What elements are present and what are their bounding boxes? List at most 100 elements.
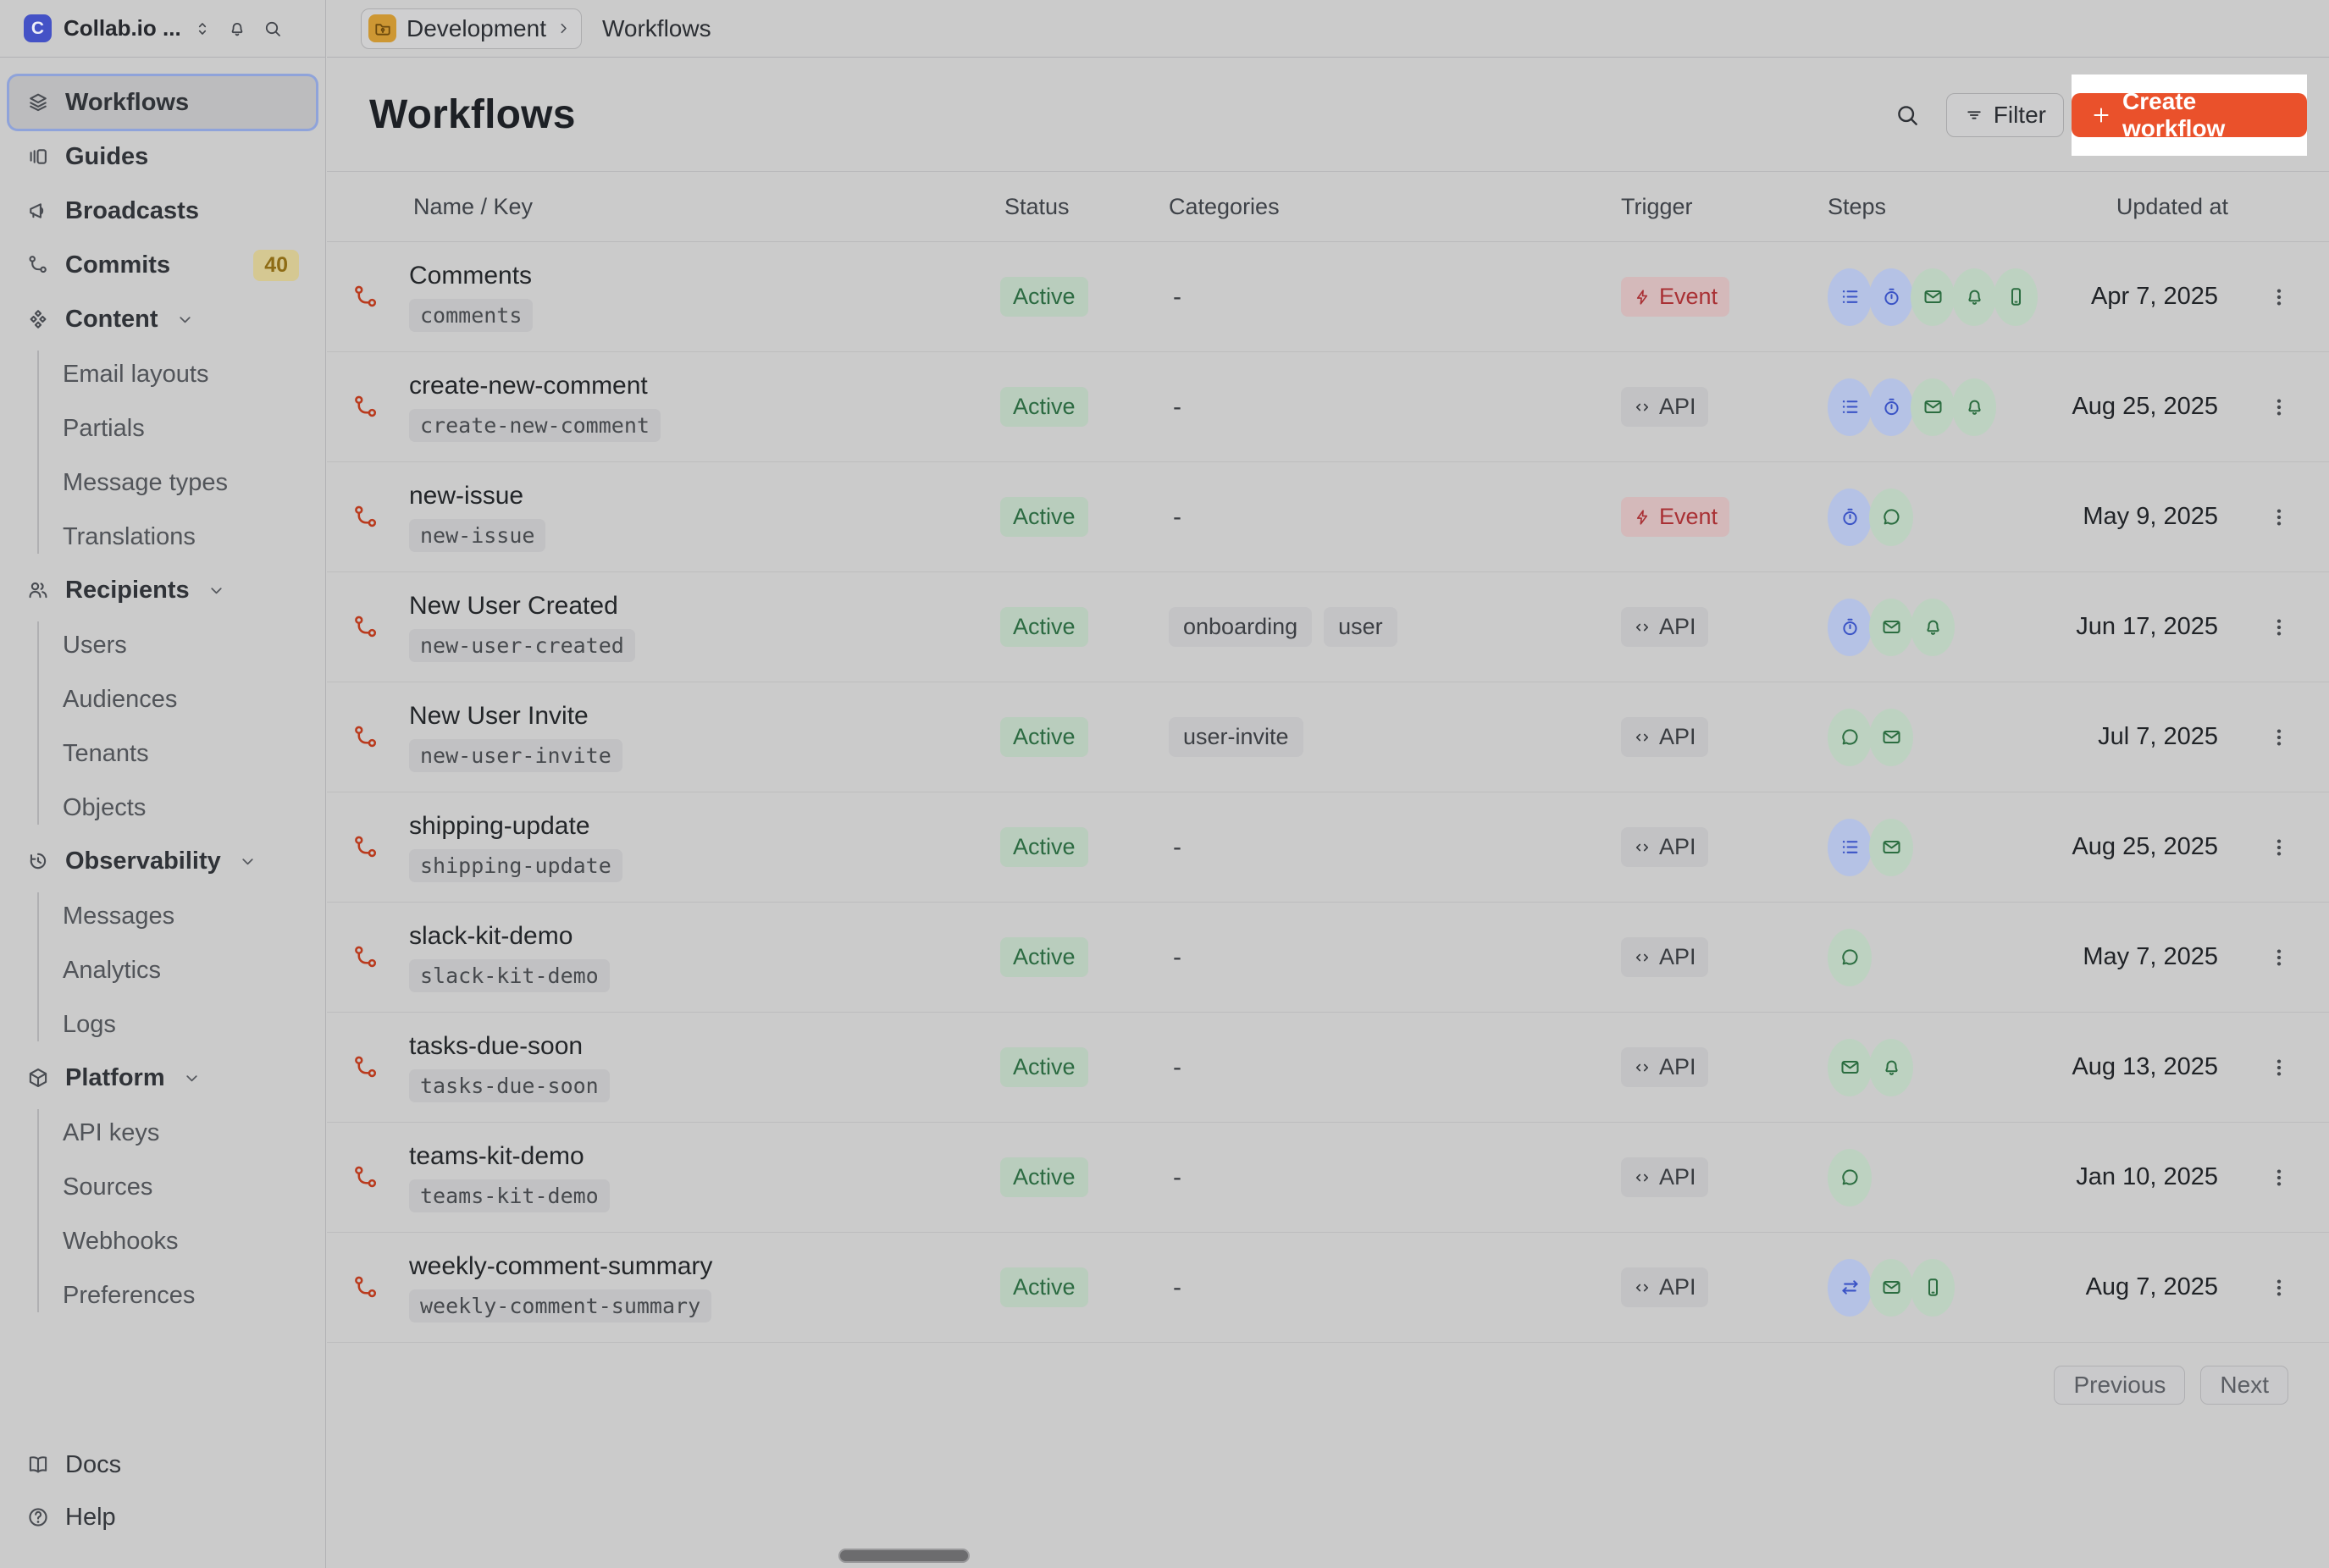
categories-cell: - — [1169, 1163, 1621, 1192]
sidebar-item-messages[interactable]: Messages — [9, 889, 316, 943]
workflow-row-tasks-due-soon[interactable]: tasks-due-soon tasks-due-soon Active - API Au… — [327, 1013, 2329, 1123]
megaphone-icon — [26, 199, 50, 223]
status-badge: Active — [1000, 497, 1088, 537]
row-menu-button[interactable] — [2268, 506, 2290, 528]
sidebar-item-platform[interactable]: Platform — [9, 1052, 316, 1104]
steps-cell — [1828, 488, 2067, 546]
sidebar-group-content: Email layouts Partials Message types Transl… — [0, 347, 325, 564]
workflow-name: tasks-due-soon — [409, 1032, 584, 1060]
sidebar-item-translations[interactable]: Translations — [9, 510, 316, 564]
pagination: Previous Next — [327, 1366, 2329, 1405]
trigger-badge-api: API — [1621, 1267, 1708, 1307]
next-button[interactable]: Next — [2200, 1366, 2288, 1405]
row-menu-button[interactable] — [2268, 286, 2290, 308]
workflow-name: teams-kit-demo — [409, 1142, 584, 1170]
previous-button[interactable]: Previous — [2054, 1366, 2186, 1405]
row-menu-button[interactable] — [2268, 1277, 2290, 1299]
row-menu-cell — [2228, 1167, 2329, 1189]
sidebar-item-docs[interactable]: Docs — [9, 1439, 316, 1490]
create-workflow-button[interactable]: Create workflow — [2072, 88, 2307, 141]
row-menu-button[interactable] — [2268, 1167, 2290, 1189]
sidebar-item-email-layouts[interactable]: Email layouts — [9, 347, 316, 401]
sidebar-item-label: Users — [63, 631, 127, 659]
notifications-icon[interactable] — [227, 19, 247, 39]
step-list-icon — [1828, 818, 1872, 876]
sidebar-item-observability[interactable]: Observability — [9, 835, 316, 887]
steps-cell — [1828, 268, 2067, 326]
sidebar-item-content[interactable]: Content — [9, 293, 316, 345]
trigger-cell: API — [1621, 827, 1828, 867]
row-menu-button[interactable] — [2268, 947, 2290, 969]
workflow-row-teams-kit-demo[interactable]: teams-kit-demo teams-kit-demo Active - API Ja… — [327, 1123, 2329, 1233]
sidebar-item-label: Tenants — [63, 739, 149, 767]
step-timer-icon — [1828, 488, 1872, 546]
sidebar-item-logs[interactable]: Logs — [9, 997, 316, 1052]
row-menu-button[interactable] — [2268, 396, 2290, 418]
sidebar-item-label: Content — [65, 305, 158, 333]
search-icon[interactable] — [1894, 102, 1921, 129]
row-menu-cell — [2228, 947, 2329, 969]
sidebar-item-broadcasts[interactable]: Broadcasts — [9, 185, 316, 237]
code-icon — [1633, 618, 1651, 637]
sidebar-item-label: Commits — [65, 251, 171, 279]
sidebar-item-users[interactable]: Users — [9, 618, 316, 672]
workflow-row-comments[interactable]: Comments comments Active - Event Apr 7, 2025 — [327, 242, 2329, 352]
horizontal-scrollbar-thumb[interactable] — [838, 1549, 970, 1563]
workflow-icon — [351, 283, 380, 312]
sidebar-item-guides[interactable]: Guides — [9, 130, 316, 183]
steps-cell — [1828, 818, 2067, 876]
row-menu-button[interactable] — [2268, 1057, 2290, 1079]
step-timer-icon — [1869, 268, 1913, 326]
workflow-key: slack-kit-demo — [409, 959, 610, 992]
sidebar-item-audiences[interactable]: Audiences — [9, 672, 316, 726]
workflow-row-slack-kit-demo[interactable]: slack-kit-demo slack-kit-demo Active - API Ma… — [327, 903, 2329, 1013]
sidebar-item-workflows[interactable]: Workflows — [9, 76, 316, 129]
sidebar-item-commits[interactable]: Commits 40 — [9, 239, 316, 291]
status-badge: Active — [1000, 1047, 1088, 1087]
updated-at: Aug 25, 2025 — [2072, 833, 2218, 860]
sidebar-item-tenants[interactable]: Tenants — [9, 726, 316, 781]
workflow-row-new-issue[interactable]: new-issue new-issue Active - Event May 9, 202… — [327, 462, 2329, 572]
step-chat-icon — [1869, 488, 1913, 546]
step-bell-icon — [1952, 268, 1996, 326]
sidebar-item-recipients[interactable]: Recipients — [9, 564, 316, 616]
step-bell-icon — [1911, 598, 1955, 656]
filter-button[interactable]: Filter — [1945, 92, 2064, 137]
guides-icon — [26, 145, 50, 168]
sidebar-item-partials[interactable]: Partials — [9, 401, 316, 455]
sidebar-item-analytics[interactable]: Analytics — [9, 943, 316, 997]
column-header-steps: Steps — [1828, 193, 1887, 219]
sidebar-item-message-types[interactable]: Message types — [9, 455, 316, 510]
environment-switcher[interactable]: Development — [361, 8, 582, 49]
name-key-stack: New User Invite new-user-invite — [409, 702, 622, 772]
book-icon — [26, 1453, 50, 1477]
row-menu-button[interactable] — [2268, 836, 2290, 859]
sidebar-item-help[interactable]: Help — [9, 1492, 316, 1543]
step-phone-icon — [1911, 1258, 1955, 1317]
row-menu-button[interactable] — [2268, 726, 2290, 748]
empty-categories-placeholder: - — [1173, 942, 1181, 971]
sidebar-search-icon[interactable] — [263, 19, 283, 39]
workflow-row-shipping-update[interactable]: shipping-update shipping-update Active - API… — [327, 792, 2329, 903]
name-key-cell: weekly-comment-summary weekly-comment-sum… — [327, 1252, 1000, 1322]
sidebar-item-preferences[interactable]: Preferences — [9, 1268, 316, 1322]
workflow-row-create-new-comment[interactable]: create-new-comment create-new-comment Acti… — [327, 352, 2329, 462]
workflow-row-new-user-created[interactable]: New User Created new-user-created Active on… — [327, 572, 2329, 682]
workflow-row-weekly-comment-summary[interactable]: weekly-comment-summary weekly-comment-sum… — [327, 1233, 2329, 1343]
sidebar-item-objects[interactable]: Objects — [9, 781, 316, 835]
row-menu-cell — [2228, 396, 2329, 418]
trigger-badge-api: API — [1621, 1157, 1708, 1197]
sidebar-item-webhooks[interactable]: Webhooks — [9, 1214, 316, 1268]
category-tag-onboarding: onboarding — [1169, 607, 1313, 647]
step-chat-icon — [1828, 928, 1872, 986]
folder-icon — [368, 14, 396, 42]
workspace-switcher[interactable]: C Collab.io ... — [0, 0, 325, 58]
sidebar-item-api-keys[interactable]: API keys — [9, 1106, 316, 1160]
step-timer-icon — [1828, 598, 1872, 656]
sidebar-item-sources[interactable]: Sources — [9, 1160, 316, 1214]
row-menu-button[interactable] — [2268, 616, 2290, 638]
name-key-stack: new-issue new-issue — [409, 482, 546, 552]
workspace-sort-icon[interactable] — [193, 19, 212, 38]
code-icon — [1633, 398, 1651, 417]
workflow-row-new-user-invite[interactable]: New User Invite new-user-invite Active user… — [327, 682, 2329, 792]
